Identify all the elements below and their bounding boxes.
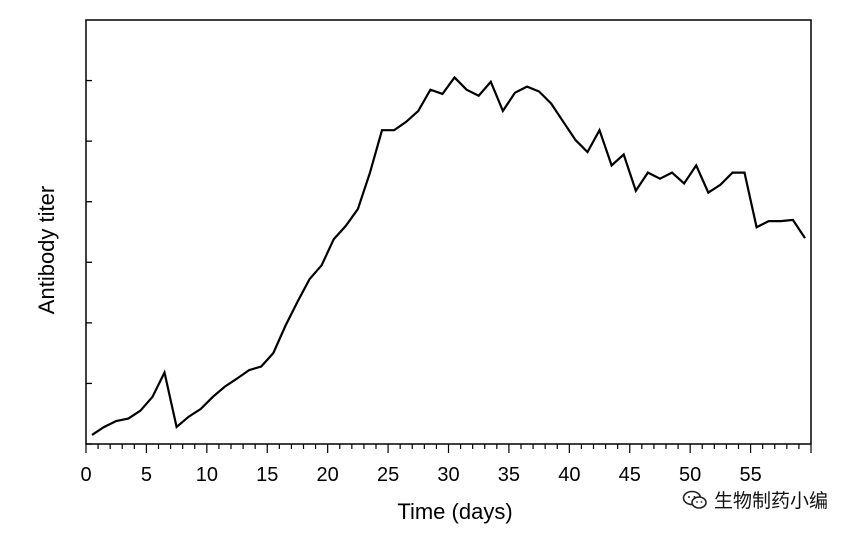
- watermark-text: 生物制药小编: [713, 490, 828, 512]
- plot-frame: [85, 19, 812, 445]
- x-tick-label-30: 30: [437, 464, 459, 486]
- x-tick-label-10: 10: [196, 464, 218, 486]
- x-tick-label-20: 20: [317, 464, 339, 486]
- x-tick-label-40: 40: [558, 464, 580, 486]
- x-tick-label-0: 0: [80, 464, 91, 486]
- y-axis-ticks: [86, 79, 92, 445]
- watermark: 生物制药小编: [682, 486, 828, 513]
- x-axis-tick-labels: 0 5 10 15 20 25 30 35 40 45 50 55: [80, 464, 761, 486]
- wechat-chat-bubbles-icon: [682, 490, 707, 509]
- x-axis-label: Time (days): [397, 499, 512, 524]
- y-axis-label: Antibody titer: [34, 186, 59, 314]
- x-tick-label-55: 55: [739, 464, 761, 486]
- x-tick-label-35: 35: [498, 464, 520, 486]
- series-group: [91, 75, 806, 436]
- x-axis-ticks: [85, 444, 812, 453]
- x-tick-label-5: 5: [141, 464, 152, 486]
- x-tick-label-50: 50: [679, 464, 701, 486]
- x-tick-label-25: 25: [377, 464, 399, 486]
- x-tick-label-15: 15: [256, 464, 278, 486]
- series-line-0: [91, 75, 806, 436]
- x-tick-label-45: 45: [619, 464, 641, 486]
